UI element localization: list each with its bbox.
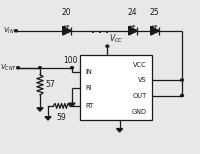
Circle shape — [15, 30, 17, 32]
Text: . . .: . . . — [91, 25, 109, 35]
Circle shape — [39, 67, 41, 69]
Circle shape — [181, 94, 183, 97]
Text: VS: VS — [138, 77, 147, 83]
Text: 25: 25 — [150, 8, 159, 17]
Polygon shape — [129, 27, 137, 35]
Text: 57: 57 — [45, 80, 55, 89]
Polygon shape — [45, 117, 51, 120]
Text: 100: 100 — [63, 57, 77, 65]
Polygon shape — [63, 27, 71, 35]
Text: $V_{IN}$: $V_{IN}$ — [3, 26, 15, 36]
Text: 20: 20 — [62, 8, 71, 17]
Circle shape — [71, 67, 73, 69]
Text: OUT: OUT — [133, 93, 147, 99]
Circle shape — [181, 79, 183, 81]
Text: $V_{CNT}$: $V_{CNT}$ — [0, 63, 17, 73]
Text: GND: GND — [132, 109, 147, 115]
Polygon shape — [69, 103, 75, 107]
Circle shape — [106, 45, 109, 47]
Text: RT: RT — [85, 103, 93, 109]
Text: $V_{CC}$: $V_{CC}$ — [109, 33, 124, 45]
Text: 24: 24 — [128, 8, 137, 17]
Bar — [80, 55, 152, 120]
Polygon shape — [37, 108, 43, 111]
Text: RI: RI — [85, 85, 92, 91]
Circle shape — [17, 67, 19, 69]
Text: 59: 59 — [57, 113, 66, 122]
Polygon shape — [117, 129, 123, 132]
Polygon shape — [151, 27, 159, 35]
Text: IN: IN — [85, 69, 92, 75]
Text: VCC: VCC — [133, 62, 147, 68]
